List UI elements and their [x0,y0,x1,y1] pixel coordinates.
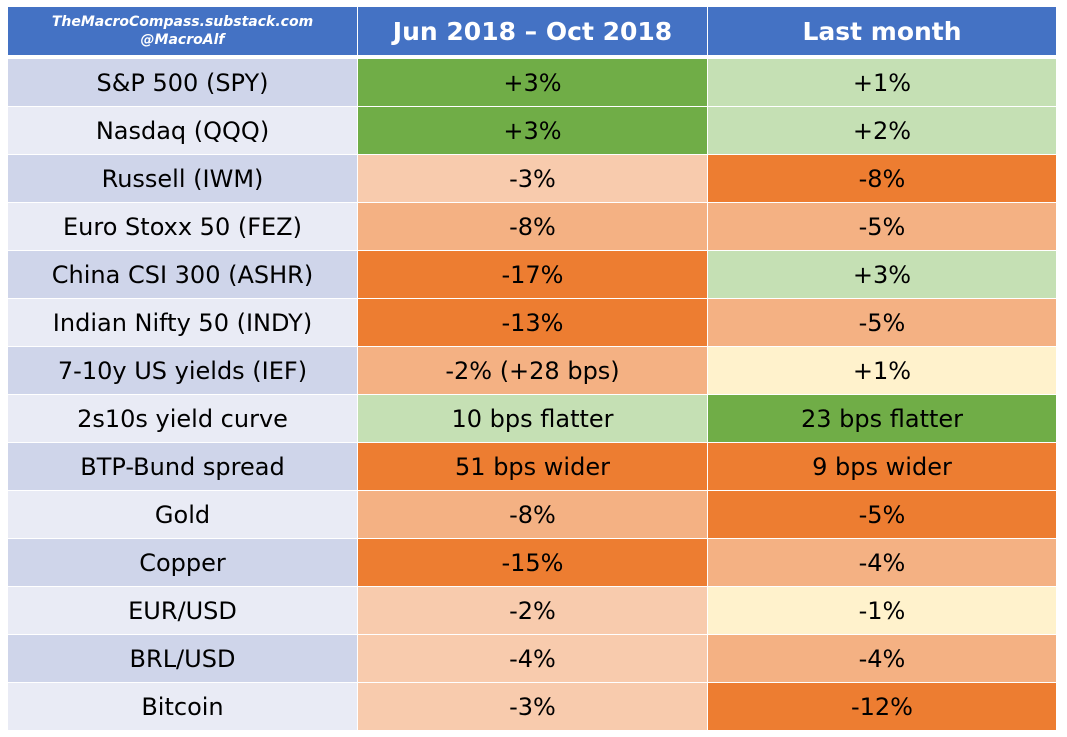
asset-label: Bitcoin [8,683,358,731]
table-row: BTP-Bund spread 51 bps wider 9 bps wider [8,443,1057,491]
asset-label: BRL/USD [8,635,358,683]
table-row: Bitcoin -3% -12% [8,683,1057,731]
asset-label: Gold [8,491,358,539]
period-change-cell: +3% [358,107,708,155]
table-row: BRL/USD -4% -4% [8,635,1057,683]
performance-table: TheMacroCompass.substack.com @MacroAlf J… [8,7,1057,731]
table-header: TheMacroCompass.substack.com @MacroAlf J… [8,7,1057,59]
asset-label: 7-10y US yields (IEF) [8,347,358,395]
last-month-change-cell: -4% [708,635,1057,683]
period-change-cell: -2% [358,587,708,635]
asset-label: Nasdaq (QQQ) [8,107,358,155]
last-month-change-cell: -1% [708,587,1057,635]
asset-label: Indian Nifty 50 (INDY) [8,299,358,347]
table-row: Russell (IWM) -3% -8% [8,155,1057,203]
table-row: EUR/USD -2% -1% [8,587,1057,635]
period-change-cell: -13% [358,299,708,347]
table-row: Gold -8% -5% [8,491,1057,539]
table-row: Indian Nifty 50 (INDY) -13% -5% [8,299,1057,347]
table-row: Nasdaq (QQQ) +3% +2% [8,107,1057,155]
period-change-cell: -8% [358,491,708,539]
table-row: 7-10y US yields (IEF) -2% (+28 bps) +1% [8,347,1057,395]
period-change-cell: 10 bps flatter [358,395,708,443]
table-body: S&P 500 (SPY) +3% +1% Nasdaq (QQQ) +3% +2% Rus… [8,59,1057,731]
table-row: 2s10s yield curve 10 bps flatter 23 bps fl… [8,395,1057,443]
last-month-change-cell: -8% [708,155,1057,203]
last-month-change-cell: -5% [708,491,1057,539]
period-change-cell: -4% [358,635,708,683]
period-change-cell: -8% [358,203,708,251]
last-month-change-cell: 9 bps wider [708,443,1057,491]
last-month-change-cell: +3% [708,251,1057,299]
asset-label: Euro Stoxx 50 (FEZ) [8,203,358,251]
last-month-change-cell: -4% [708,539,1057,587]
asset-label: China CSI 300 (ASHR) [8,251,358,299]
asset-label: Russell (IWM) [8,155,358,203]
table-row: Euro Stoxx 50 (FEZ) -8% -5% [8,203,1057,251]
last-month-change-cell: -5% [708,203,1057,251]
brand-header-cell: TheMacroCompass.substack.com @MacroAlf [8,7,358,59]
period-change-cell: +3% [358,59,708,107]
asset-label: BTP-Bund spread [8,443,358,491]
last-month-change-cell: +1% [708,347,1057,395]
brand-site: TheMacroCompass.substack.com [51,14,314,30]
period-change-cell: -15% [358,539,708,587]
period-change-cell: -17% [358,251,708,299]
last-month-change-cell: -5% [708,299,1057,347]
table-row: Copper -15% -4% [8,539,1057,587]
period-change-cell: -3% [358,155,708,203]
asset-label: 2s10s yield curve [8,395,358,443]
table-row: S&P 500 (SPY) +3% +1% [8,59,1057,107]
brand-handle: @MacroAlf [140,32,225,48]
table-row: China CSI 300 (ASHR) -17% +3% [8,251,1057,299]
period-change-cell: -3% [358,683,708,731]
last-month-column-header: Last month [708,7,1057,59]
last-month-change-cell: -12% [708,683,1057,731]
last-month-change-cell: 23 bps flatter [708,395,1057,443]
header-row: TheMacroCompass.substack.com @MacroAlf J… [8,7,1057,59]
asset-label: Copper [8,539,358,587]
last-month-change-cell: +1% [708,59,1057,107]
asset-label: EUR/USD [8,587,358,635]
last-month-change-cell: +2% [708,107,1057,155]
asset-label: S&P 500 (SPY) [8,59,358,107]
period-column-header: Jun 2018 – Oct 2018 [358,7,708,59]
period-change-cell: -2% (+28 bps) [358,347,708,395]
period-change-cell: 51 bps wider [358,443,708,491]
